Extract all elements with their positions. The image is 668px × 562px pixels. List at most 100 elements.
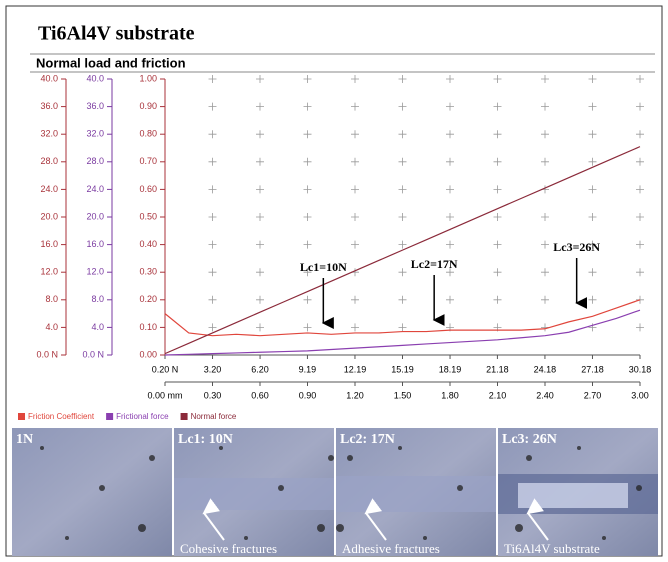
grid-cross [589,213,597,221]
x2-tick-label: 9.19 [299,364,317,374]
y-tick-label: 1.00 [139,73,157,83]
grid-cross [494,296,502,304]
x-tick-label: 2.70 [584,390,602,400]
grid-cross [304,296,312,304]
x2-tick-label: 15.19 [391,364,414,374]
grid-cross [209,185,217,193]
grid-cross [351,241,359,249]
x2-tick-label: 6.20 [251,364,269,374]
grid-cross [589,296,597,304]
y-tick-label: 20.0 [86,211,104,221]
micrograph-caption: Adhesive fractures [342,541,440,556]
grid-cross [256,241,264,249]
defect [423,536,427,540]
y-tick-label: 20.0 [40,211,58,221]
grid-cross [209,241,217,249]
grid-cross [399,213,407,221]
x-tick-label: 0.60 [251,390,269,400]
grid-cross [351,213,359,221]
y-tick-label: 12.0 [40,267,58,277]
grid-cross [636,323,644,331]
grid-cross [446,185,454,193]
annotation: Lc3=26N [553,240,600,254]
grid-cross [256,75,264,83]
y-tick-label: 0.0 N [82,349,104,359]
y-tick-label: 28.0 [86,156,104,166]
legend-swatch [106,413,113,420]
y-tick-label: 32.0 [40,129,58,139]
y-tick-label: 0.50 [139,211,157,221]
grid-cross [399,268,407,276]
grid-cross [209,103,217,111]
x-tick-label: 0.30 [204,390,222,400]
grid-cross [304,213,312,221]
y-tick-label: 24.0 [40,184,58,194]
y-tick-label: 36.0 [40,101,58,111]
grid-cross [256,268,264,276]
y-tick-label: 40.0 [86,73,104,83]
y-tick-label: 0.0 N [36,349,58,359]
defect [278,485,284,491]
legend-swatch [181,413,188,420]
scratch-track [174,478,334,510]
x-tick-label: 1.80 [441,390,459,400]
x-tick-label: 0.90 [299,390,317,400]
y-tick-label: 0.00 [139,349,157,359]
exposed-substrate [518,483,628,508]
y-tick-label: 8.0 [91,294,104,304]
grid-cross [399,323,407,331]
x-tick-label: 3.00 [631,390,649,400]
defect [602,536,606,540]
x2-tick-label: 24.18 [534,364,557,374]
grid-cross [636,268,644,276]
defect [317,524,325,532]
grid-cross [446,241,454,249]
grid-cross [446,158,454,166]
y-tick-label: 16.0 [40,239,58,249]
defect [398,446,402,450]
grid-cross [399,75,407,83]
x2-tick-label: 0.20 N [152,364,179,374]
x-tick-label: 1.50 [394,390,412,400]
defect [65,536,69,540]
grid-cross [494,130,502,138]
x2-tick-label: 12.19 [344,364,367,374]
series-line [165,310,640,355]
grid-cross [494,268,502,276]
y-tick-label: 0.60 [139,184,157,194]
grid-cross [589,158,597,166]
grid-cross [256,158,264,166]
grid-cross [446,103,454,111]
grid-cross [636,185,644,193]
grid-cross [494,103,502,111]
x2-tick-label: 30.18 [629,364,652,374]
grid-cross [446,75,454,83]
defect [515,524,523,532]
chart-title: Ti6Al4V substrate [38,23,195,45]
y-tick-label: 0.40 [139,239,157,249]
y-tick-label: 28.0 [40,156,58,166]
defect [328,455,334,461]
grid-cross [256,185,264,193]
y-tick-label: 0.90 [139,101,157,111]
grid-cross [636,213,644,221]
grid-cross [494,75,502,83]
y-tick-label: 0.80 [139,129,157,139]
grid-cross [304,103,312,111]
grid-cross [351,323,359,331]
grid-cross [209,158,217,166]
grid-cross [541,103,549,111]
grid-cross [541,241,549,249]
grid-cross [589,75,597,83]
grid-cross [209,296,217,304]
grid-cross [256,323,264,331]
grid-cross [446,130,454,138]
y-tick-label: 40.0 [40,73,58,83]
annotation: Lc1=10N [300,260,347,274]
grid-cross [589,130,597,138]
grid-cross [541,268,549,276]
legend-label: Frictional force [116,412,169,421]
grid-cross [209,75,217,83]
grid-cross [494,241,502,249]
grid-cross [494,158,502,166]
